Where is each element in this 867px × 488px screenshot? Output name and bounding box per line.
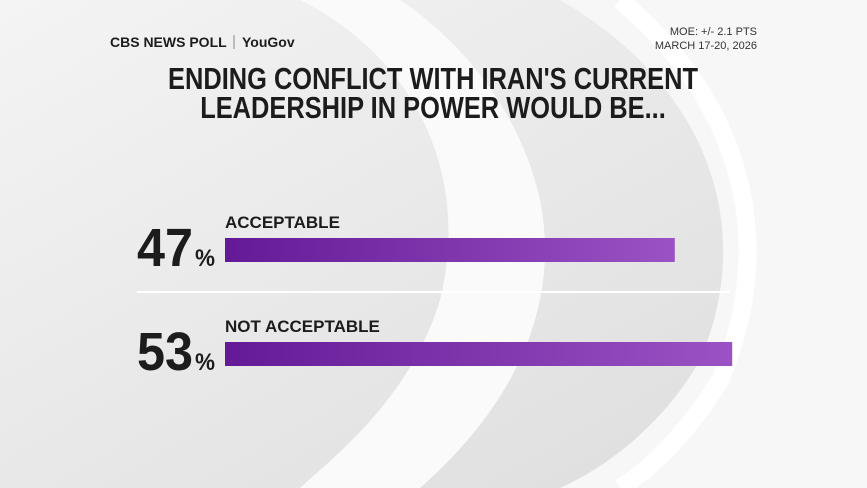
bg-swoosh <box>560 0 867 488</box>
category-label: NOT ACCEPTABLE <box>225 317 380 336</box>
brand: CBS NEWS POLL <box>110 34 227 50</box>
value-unit: % <box>195 349 215 376</box>
dates: MARCH 17-20, 2026 <box>655 40 757 52</box>
value-unit: % <box>195 245 215 272</box>
moe: MOE: +/- 2.1 PTS <box>670 26 757 38</box>
partner: YouGov <box>242 34 295 50</box>
bar <box>225 342 733 366</box>
value-label: 47 <box>137 218 193 278</box>
bg-arc <box>614 0 757 488</box>
bar <box>225 238 675 262</box>
value-label: 53 <box>137 322 193 382</box>
category-label: ACCEPTABLE <box>225 213 340 232</box>
chart-title: ENDING CONFLICT WITH IRAN'S CURRENT LEAD… <box>168 61 698 125</box>
